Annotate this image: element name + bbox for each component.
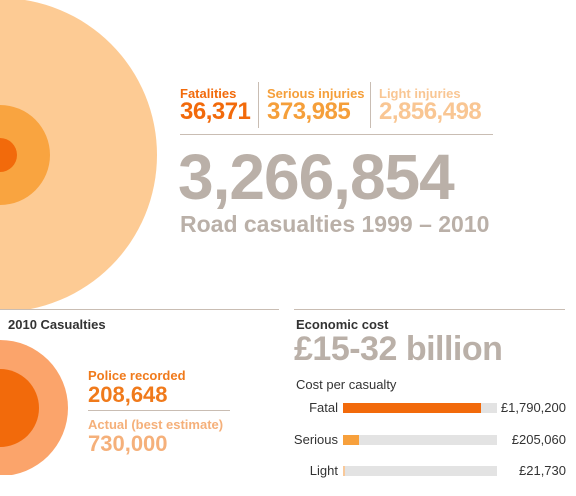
casualties-subtitle: Road casualties 1999 – 2010 bbox=[180, 211, 490, 237]
light-injuries-value: 2,856,498 bbox=[379, 98, 482, 125]
stats-divider-line bbox=[180, 134, 493, 135]
bar-value-serious: £205,060 bbox=[511, 432, 566, 447]
actual-estimate-value: 730,000 bbox=[88, 431, 168, 456]
light-injuries-label: Light injuries bbox=[379, 86, 461, 101]
bar-light bbox=[343, 466, 345, 476]
light-injuries-circle bbox=[0, 0, 157, 310]
bar-track-light bbox=[343, 466, 497, 476]
fatalities-circle bbox=[0, 138, 17, 172]
police-recorded-value: 208,648 bbox=[88, 382, 168, 407]
bar-category-light: Light bbox=[309, 463, 338, 478]
serious-injuries-value: 373,985 bbox=[267, 98, 351, 125]
bar-value-fatal: £1,790,200 bbox=[500, 400, 566, 415]
cost-per-casualty-title: Cost per casualty bbox=[296, 377, 397, 392]
bar-serious bbox=[343, 435, 359, 445]
section-divider bbox=[0, 309, 279, 310]
police-recorded-label: Police recorded bbox=[88, 368, 186, 383]
economic-cost-title: Economic cost bbox=[296, 317, 389, 332]
bar-category-serious: Serious bbox=[293, 432, 338, 447]
bar-value-light: £21,730 bbox=[519, 463, 566, 478]
casualties-2010-title: 2010 Casualties bbox=[8, 317, 106, 332]
police-recorded-circle bbox=[0, 369, 39, 447]
police-divider bbox=[88, 410, 230, 411]
stat-divider bbox=[370, 82, 371, 128]
bar-track-serious bbox=[343, 435, 497, 445]
serious-injuries-circle bbox=[0, 105, 50, 205]
actual-estimate-label: Actual (best estimate) bbox=[88, 417, 224, 432]
fatalities-value: 36,371 bbox=[180, 98, 251, 125]
bar-track-fatal bbox=[343, 403, 497, 413]
fatalities-label: Fatalities bbox=[180, 86, 237, 101]
economic-cost-value: £15-32 billion bbox=[294, 330, 503, 368]
casualties-2010-circles bbox=[0, 340, 68, 475]
total-casualties: 3,266,854 bbox=[178, 141, 455, 213]
stat-divider bbox=[258, 82, 259, 128]
casualty-circles bbox=[0, 0, 157, 310]
bar-fatal bbox=[343, 403, 481, 413]
section-divider bbox=[294, 309, 565, 310]
bar-category-fatal: Fatal bbox=[309, 400, 338, 415]
serious-injuries-label: Serious injuries bbox=[267, 86, 365, 101]
